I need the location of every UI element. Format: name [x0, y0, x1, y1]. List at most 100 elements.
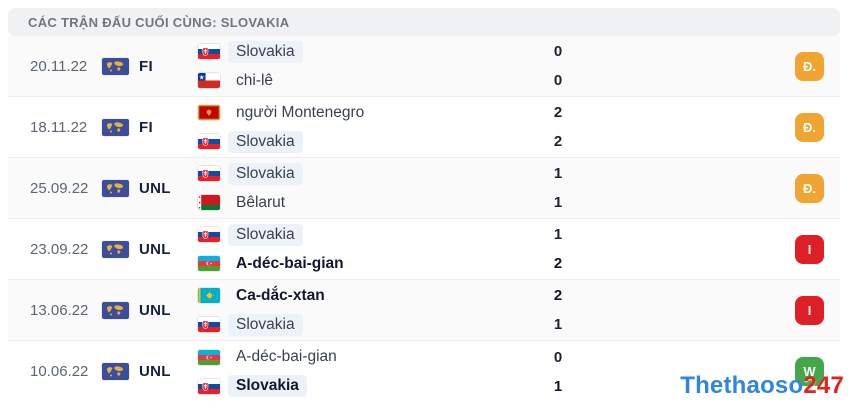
- away-team-name[interactable]: chi-lê: [236, 71, 274, 89]
- match-row[interactable]: 13.06.22 UNL Ca-dắc-xtan 2 Slovakia 1 I: [8, 280, 840, 341]
- world-map-competition-icon: [102, 57, 129, 75]
- azerbaijan-flag-icon: [198, 349, 220, 365]
- teams-cell: Slovakia 1 Bêlarut 1: [198, 161, 578, 216]
- home-team-name[interactable]: Ca-dắc-xtan: [236, 286, 325, 304]
- world-map-competition-icon: [102, 240, 129, 258]
- away-team-score: 2: [553, 255, 563, 272]
- competition-cell: UNL: [102, 179, 198, 197]
- competition-label: UNL: [139, 240, 171, 258]
- result-badge: W: [795, 357, 824, 386]
- teams-cell: Slovakia 1 A-déc-bai-gian 2: [198, 222, 578, 277]
- match-row[interactable]: 18.11.22 FI người Montenegro 2 Slovakia …: [8, 97, 840, 158]
- home-team-score: 0: [553, 348, 563, 366]
- home-team-score: 1: [553, 226, 563, 243]
- competition-label: UNL: [139, 179, 171, 197]
- last-matches-panel: CÁC TRẬN ĐẤU CUỐI CÙNG: SLOVAKIA 20.11.2…: [8, 8, 840, 402]
- home-team-line[interactable]: người Montenegro 2: [198, 100, 578, 126]
- match-list: 20.11.22 FI Slovakia 0 chi-lê 0 Đ. 18.11…: [8, 36, 840, 402]
- away-team-line[interactable]: chi-lê 0: [198, 68, 578, 94]
- world-map-competition-icon: [102, 301, 129, 319]
- home-team-line[interactable]: Slovakia 1: [198, 161, 578, 187]
- result-cell: Đ.: [795, 51, 824, 81]
- home-team-name[interactable]: Slovakia: [228, 162, 303, 185]
- slovakia-flag-icon: [198, 227, 220, 242]
- home-team-name[interactable]: Slovakia: [228, 40, 303, 63]
- away-team-line[interactable]: Slovakia 1: [198, 373, 578, 399]
- slovakia-flag-icon: [198, 378, 220, 394]
- away-team-name[interactable]: Bêlarut: [236, 193, 286, 211]
- result-cell: I: [795, 234, 824, 264]
- match-row[interactable]: 25.09.22 UNL Slovakia 1 Bêlarut 1 Đ.: [8, 158, 840, 219]
- result-cell: W: [795, 357, 824, 386]
- home-team-line[interactable]: A-déc-bai-gian 0: [198, 344, 578, 370]
- home-team-line[interactable]: Ca-dắc-xtan 2: [198, 283, 578, 309]
- result-cell: I: [795, 295, 824, 325]
- competition-cell: UNL: [102, 301, 198, 319]
- match-date: 10.06.22: [30, 363, 89, 380]
- teams-cell: Slovakia 0 chi-lê 0: [198, 39, 578, 94]
- world-map-competition-icon: [102, 118, 129, 136]
- slovakia-flag-icon: [198, 166, 220, 181]
- home-team-score: 0: [553, 43, 563, 60]
- home-team-line[interactable]: Slovakia 0: [198, 39, 578, 65]
- slovakia-flag-icon: [198, 44, 220, 59]
- match-date: 18.11.22: [30, 118, 88, 136]
- azerbaijan-flag-icon: [198, 256, 220, 271]
- teams-cell: A-déc-bai-gian 0 Slovakia 1: [198, 344, 578, 399]
- away-team-score: 1: [553, 377, 563, 395]
- home-team-line[interactable]: Slovakia 1: [198, 222, 578, 248]
- panel-title: CÁC TRẬN ĐẤU CUỐI CÙNG: SLOVAKIA: [28, 14, 290, 30]
- match-date: 13.06.22: [30, 301, 89, 319]
- away-team-name[interactable]: Slovakia: [228, 130, 303, 153]
- result-cell: Đ.: [795, 112, 824, 142]
- world-map-competition-icon: [102, 363, 129, 380]
- home-team-name[interactable]: A-déc-bai-gian: [236, 348, 337, 365]
- competition-label: UNL: [139, 301, 171, 319]
- result-badge: Đ.: [795, 51, 824, 81]
- away-team-line[interactable]: A-déc-bai-gian 2: [198, 251, 578, 277]
- watermark-text-red: 247: [803, 372, 844, 399]
- away-team-line[interactable]: Bêlarut 1: [198, 190, 578, 216]
- match-row[interactable]: 10.06.22 UNL A-déc-bai-gian 0 Slovakia 1…: [8, 341, 840, 402]
- panel-header: CÁC TRẬN ĐẤU CUỐI CÙNG: SLOVAKIA: [8, 8, 840, 36]
- match-date: 23.09.22: [30, 240, 89, 258]
- match-row[interactable]: 23.09.22 UNL Slovakia 1 A-déc-bai-gian 2…: [8, 219, 840, 280]
- home-team-name[interactable]: người Montenegro: [236, 103, 365, 121]
- teams-cell: Ca-dắc-xtan 2 Slovakia 1: [198, 283, 578, 338]
- competition-label: UNL: [139, 363, 171, 380]
- teams-cell: người Montenegro 2 Slovakia 2: [198, 100, 578, 155]
- home-team-score: 2: [553, 104, 563, 121]
- result-badge: Đ.: [795, 112, 824, 142]
- match-date: 25.09.22: [30, 179, 89, 197]
- montenegro-flag-icon: [198, 105, 220, 120]
- home-team-score: 1: [553, 165, 563, 182]
- watermark: Thethaoso247: [680, 372, 844, 400]
- result-badge: I: [795, 295, 824, 325]
- kazakhstan-flag-icon: [198, 288, 220, 303]
- chile-flag-icon: [198, 73, 220, 88]
- result-badge: I: [795, 234, 824, 264]
- away-team-name[interactable]: A-déc-bai-gian: [236, 254, 344, 272]
- slovakia-flag-icon: [198, 134, 220, 149]
- away-team-name[interactable]: Slovakia: [228, 375, 307, 397]
- away-team-line[interactable]: Slovakia 2: [198, 129, 578, 155]
- competition-cell: UNL: [102, 240, 198, 258]
- match-row[interactable]: 20.11.22 FI Slovakia 0 chi-lê 0 Đ.: [8, 36, 840, 97]
- competition-label: FI: [139, 118, 153, 136]
- away-team-score: 2: [553, 133, 563, 150]
- home-team-name[interactable]: Slovakia: [228, 223, 303, 246]
- world-map-competition-icon: [102, 179, 129, 197]
- home-team-score: 2: [553, 287, 563, 304]
- competition-cell: FI: [102, 57, 198, 75]
- result-badge: Đ.: [795, 173, 824, 203]
- watermark-text-blue: Thethaoso: [680, 372, 804, 399]
- competition-label: FI: [139, 57, 153, 75]
- away-team-score: 1: [553, 316, 563, 333]
- match-date: 20.11.22: [30, 57, 88, 75]
- competition-cell: UNL: [102, 363, 198, 380]
- competition-cell: FI: [102, 118, 198, 136]
- away-team-name[interactable]: Slovakia: [228, 313, 303, 336]
- away-team-line[interactable]: Slovakia 1: [198, 312, 578, 338]
- result-cell: Đ.: [795, 173, 824, 203]
- slovakia-flag-icon: [198, 317, 220, 332]
